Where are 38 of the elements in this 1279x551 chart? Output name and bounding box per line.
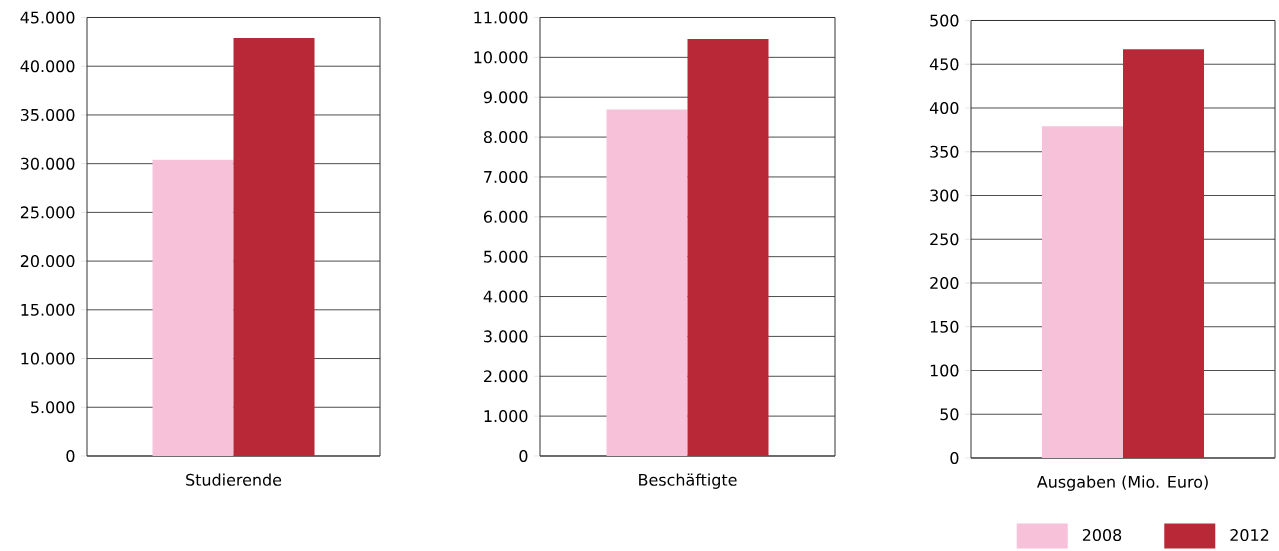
y-tick-label: 40.000 bbox=[20, 60, 75, 73]
y-tick-label: 30.000 bbox=[20, 157, 75, 170]
y-tick-label: 5.000 bbox=[484, 250, 528, 263]
y-tick-label: 0 bbox=[519, 450, 528, 463]
x-tick-label: Beschäftigte bbox=[639, 473, 737, 490]
y-tick-label: 10.000 bbox=[474, 51, 528, 64]
y-tick-label: 9.000 bbox=[483, 91, 528, 104]
y-tick-label: 25.000 bbox=[20, 206, 75, 219]
y-tick-label: 45.000 bbox=[20, 11, 75, 24]
y-tick-label: 0 bbox=[66, 450, 75, 463]
y-tick-label: 450 bbox=[929, 58, 959, 71]
y-tick-label: 350 bbox=[930, 145, 959, 158]
y-tick-label: 400 bbox=[929, 102, 959, 115]
y-tick-label: 11.000 bbox=[474, 11, 528, 24]
y-tick-label: 2.000 bbox=[484, 370, 528, 383]
y-tick-label: 20.000 bbox=[20, 255, 75, 268]
y-tick-label: 4.000 bbox=[483, 290, 528, 303]
y-tick-label: 3.000 bbox=[484, 330, 528, 343]
y-tick-label: 50 bbox=[940, 408, 959, 421]
x-tick-label: Ausgaben (Mio. Euro) bbox=[1036, 475, 1208, 492]
y-tick-label: 35.000 bbox=[20, 109, 75, 122]
y-tick-label: 300 bbox=[930, 189, 959, 202]
y-tick-label: 10.000 bbox=[21, 352, 75, 365]
y-tick-label: 15.000 bbox=[21, 303, 75, 317]
y-tick-label: 250 bbox=[930, 233, 959, 246]
y-tick-label: 500 bbox=[930, 14, 959, 27]
y-tick-label: 1.000 bbox=[484, 410, 528, 423]
y-tick-label: 0 bbox=[950, 452, 959, 465]
y-tick-label: 8.000 bbox=[483, 131, 528, 144]
y-tick-label: 100 bbox=[930, 364, 959, 377]
y-tick-label: 6.000 bbox=[483, 210, 528, 224]
y-tick-label: 200 bbox=[930, 277, 959, 290]
y-tick-label: 150 bbox=[930, 320, 959, 333]
y-tick-label: 7.000 bbox=[484, 171, 528, 184]
y-tick-label: 5.000 bbox=[31, 401, 75, 414]
legend-label: 2012 bbox=[1230, 529, 1269, 542]
legend-label: 2008 bbox=[1082, 529, 1122, 542]
x-tick-label: Studierende bbox=[186, 473, 282, 487]
